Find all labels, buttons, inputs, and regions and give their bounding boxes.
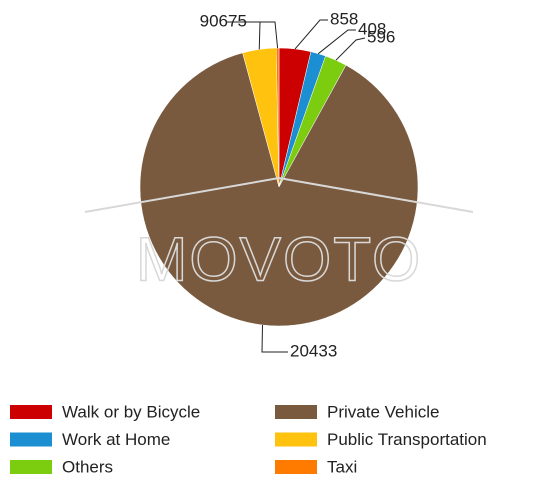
- watermark-roof: [84, 176, 474, 213]
- leader-line: [226, 21, 279, 49]
- legend-swatch: [10, 460, 52, 474]
- pie-slice: [275, 47, 280, 188]
- leader-line: [335, 37, 366, 61]
- watermark: MOVOTO: [136, 225, 422, 294]
- legend-label: Taxi: [327, 457, 357, 476]
- data-label: 408: [358, 19, 386, 38]
- leader-line: [261, 325, 288, 353]
- legend-label: Private Vehicle: [327, 402, 439, 421]
- legend-label: Work at Home: [62, 430, 170, 449]
- legend-swatch: [275, 432, 317, 447]
- leader-line: [294, 19, 328, 50]
- legend-label: Others: [62, 457, 113, 476]
- legend-swatch: [10, 432, 52, 447]
- data-label: 906: [200, 11, 228, 30]
- leader-line: [317, 29, 356, 55]
- pie-slice: [139, 52, 419, 327]
- legend-swatch: [10, 405, 52, 419]
- data-label: 858: [330, 9, 358, 28]
- data-label: 20433: [290, 341, 337, 360]
- legend-label: Walk or by Bicycle: [62, 402, 200, 421]
- legend-label: Public Transportation: [327, 430, 487, 449]
- data-label: 75: [228, 11, 247, 30]
- legend-swatch: [275, 405, 317, 419]
- legend-swatch: [275, 460, 317, 474]
- data-label: 596: [367, 27, 395, 46]
- pie-layer: [139, 47, 419, 327]
